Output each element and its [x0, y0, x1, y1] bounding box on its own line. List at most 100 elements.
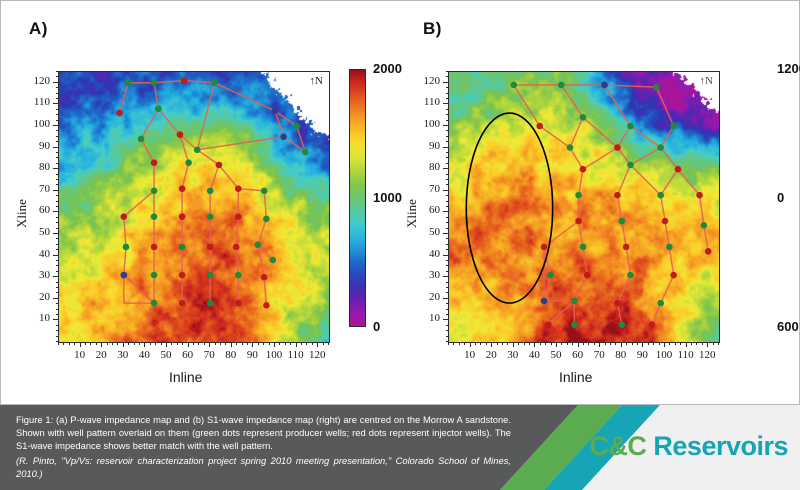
injector-well-marker[interactable] — [696, 191, 703, 199]
injector-well-marker[interactable] — [206, 243, 214, 251]
producer-well-marker[interactable] — [575, 191, 582, 199]
injector-well-marker[interactable] — [614, 191, 621, 199]
producer-well-marker[interactable] — [254, 241, 262, 249]
injector-well-marker[interactable] — [180, 77, 188, 84]
well-connection-line — [604, 84, 657, 88]
producer-well-marker[interactable] — [627, 271, 634, 279]
producer-well-marker[interactable] — [137, 135, 145, 143]
producer-well-marker[interactable] — [566, 144, 574, 151]
well-connection-line — [263, 190, 268, 219]
producer-well-marker[interactable] — [570, 297, 578, 305]
well-marker[interactable] — [271, 107, 279, 115]
injector-well-marker[interactable] — [178, 185, 186, 192]
well-connection-line — [668, 246, 675, 276]
producer-well-marker[interactable] — [150, 79, 158, 87]
injector-well-marker[interactable] — [116, 109, 123, 117]
producer-well-marker[interactable] — [150, 299, 158, 307]
producer-well-marker[interactable] — [510, 81, 518, 89]
caption-main: Figure 1: (a) P-wave impedance map and (… — [16, 414, 511, 452]
x-tick-label: 20 — [485, 349, 497, 361]
injector-well-marker[interactable] — [674, 165, 682, 173]
colorbar-tick-label: 2000 — [373, 61, 402, 76]
injector-well-marker[interactable] — [622, 243, 630, 251]
producer-well-marker[interactable] — [263, 215, 270, 223]
injector-well-marker[interactable] — [178, 299, 186, 307]
producer-well-marker[interactable] — [627, 122, 634, 130]
injector-well-marker[interactable] — [661, 217, 669, 225]
well-connection-line — [655, 86, 675, 127]
producer-well-marker[interactable] — [657, 191, 664, 199]
producer-well-marker[interactable] — [122, 243, 130, 251]
producer-well-marker[interactable] — [124, 79, 132, 87]
producer-well-marker[interactable] — [193, 146, 201, 154]
injector-well-marker[interactable] — [150, 243, 158, 251]
producer-well-marker[interactable] — [234, 271, 242, 279]
producer-well-marker[interactable] — [579, 114, 587, 121]
panel-a-plot-area[interactable]: ↑N — [58, 71, 330, 343]
producer-well-marker[interactable] — [185, 159, 192, 167]
injector-well-marker[interactable] — [232, 243, 240, 251]
injector-well-marker[interactable] — [263, 301, 270, 309]
well-marker[interactable] — [601, 81, 608, 89]
well-connection-line — [238, 187, 265, 192]
colorbar-tick-label: 1000 — [373, 190, 402, 205]
producer-well-marker[interactable] — [579, 243, 587, 251]
producer-well-marker[interactable] — [547, 271, 554, 279]
injector-well-marker[interactable] — [234, 213, 242, 221]
injector-well-marker[interactable] — [648, 321, 656, 329]
producer-well-marker[interactable] — [178, 243, 186, 251]
injector-well-marker[interactable] — [545, 321, 552, 329]
injector-well-marker[interactable] — [150, 159, 158, 167]
y-tick-label: 10 — [39, 312, 50, 325]
producer-well-marker[interactable] — [558, 81, 565, 89]
well-connection-line — [629, 164, 662, 196]
producer-well-marker[interactable] — [269, 256, 277, 264]
producer-well-marker[interactable] — [206, 271, 214, 279]
injector-well-marker[interactable] — [579, 165, 587, 173]
well-connection-line — [573, 274, 588, 302]
producer-well-marker[interactable] — [260, 187, 268, 195]
producer-well-marker[interactable] — [150, 213, 158, 221]
injector-well-marker[interactable] — [178, 271, 186, 279]
x-tick-label: 90 — [246, 349, 258, 361]
producer-well-marker[interactable] — [618, 321, 626, 329]
producer-well-marker[interactable] — [211, 79, 218, 87]
producer-well-marker[interactable] — [155, 105, 162, 113]
injector-well-marker[interactable] — [575, 217, 582, 225]
producer-well-marker[interactable] — [700, 222, 708, 229]
producer-well-marker[interactable] — [657, 299, 664, 307]
injector-well-marker[interactable] — [234, 299, 242, 307]
well-marker[interactable] — [540, 297, 548, 305]
injector-well-marker[interactable] — [536, 122, 544, 130]
injector-well-marker[interactable] — [260, 273, 268, 281]
producer-well-marker[interactable] — [670, 122, 677, 130]
injector-well-marker[interactable] — [670, 271, 677, 279]
injector-well-marker[interactable] — [540, 243, 548, 251]
producer-well-marker[interactable] — [150, 271, 158, 279]
producer-well-marker[interactable] — [666, 243, 673, 251]
producer-well-marker[interactable] — [653, 83, 660, 91]
producer-well-marker[interactable] — [301, 148, 309, 156]
injector-well-marker[interactable] — [120, 213, 128, 221]
injector-well-marker[interactable] — [614, 144, 621, 151]
producer-well-marker[interactable] — [293, 122, 300, 130]
producer-well-marker[interactable] — [206, 187, 214, 195]
injector-well-marker[interactable] — [215, 161, 223, 169]
injector-well-marker[interactable] — [614, 299, 621, 307]
producer-well-marker[interactable] — [627, 161, 634, 169]
x-tick-label: 10 — [74, 349, 86, 361]
producer-well-marker[interactable] — [206, 213, 214, 221]
producer-well-marker[interactable] — [150, 187, 158, 195]
injector-well-marker[interactable] — [176, 131, 184, 138]
well-marker[interactable] — [120, 271, 128, 279]
producer-well-marker[interactable] — [206, 299, 214, 307]
well-marker[interactable] — [280, 133, 287, 141]
injector-well-marker[interactable] — [583, 271, 591, 279]
producer-well-marker[interactable] — [657, 144, 664, 151]
producer-well-marker[interactable] — [570, 321, 578, 329]
producer-well-marker[interactable] — [618, 217, 626, 225]
panel-b-plot-area[interactable]: ↑N — [448, 71, 720, 343]
injector-well-marker[interactable] — [704, 247, 712, 255]
injector-well-marker[interactable] — [234, 185, 242, 192]
injector-well-marker[interactable] — [178, 213, 186, 221]
